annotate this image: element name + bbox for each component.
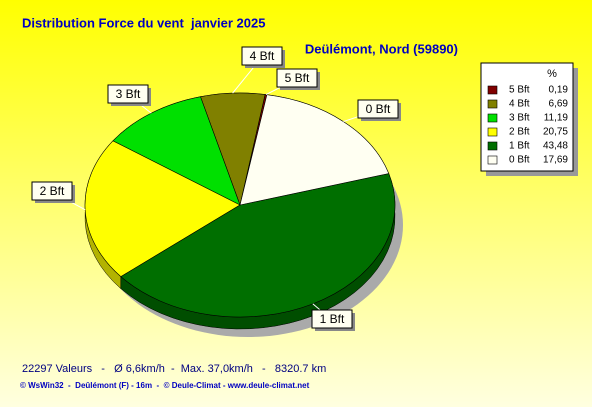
legend-value: 6,69 [549,99,569,110]
pie-slice [239,94,390,206]
legend-swatch [487,99,498,109]
pie-slice [120,173,396,318]
legend-value: 20,75 [543,127,568,138]
label-box [31,181,73,201]
legend-swatch [487,141,498,151]
slice-label: 3 Bft [116,87,141,101]
chart-title: Distribution Force du vent janvier 2025 [22,15,265,30]
legend-label: 5 Bft [509,85,530,96]
slice-label: 0 Bft [366,102,391,116]
label-box [357,99,399,119]
credit: © WsWin32 - Deûlémont (F) - 16m - © Deul… [20,381,310,390]
legend-label: 4 Bft [509,99,530,110]
legend-swatch [487,127,498,137]
legend-swatch [487,85,498,95]
legend-label: 2 Bft [509,127,530,138]
legend-swatch [487,155,498,165]
legend-value: 17,69 [543,155,568,166]
label-box [311,309,353,329]
footer: 22297 Valeurs - Ø 6,6km/h - Max. 37,0km/… [22,363,326,375]
legend-label: 1 Bft [509,141,530,152]
legend-label: 3 Bft [509,113,530,124]
chart-subtitle: Deülémont, Nord (59890) [305,41,458,56]
legend-value: 11,19 [544,113,569,124]
slice-label: 4 Bft [250,49,275,63]
legend-swatch [487,113,498,123]
slice-label: 1 Bft [320,312,345,326]
legend-value: 0,19 [549,85,569,96]
legend-label: 0 Bft [509,155,530,166]
pie-slice [112,96,241,206]
legend-header: % [547,68,557,80]
legend-value: 43,48 [543,141,568,152]
label-box [241,46,283,66]
slice-label: 5 Bft [285,71,310,85]
label-box [276,68,318,88]
label-box [107,84,149,104]
slice-label: 2 Bft [40,184,65,198]
